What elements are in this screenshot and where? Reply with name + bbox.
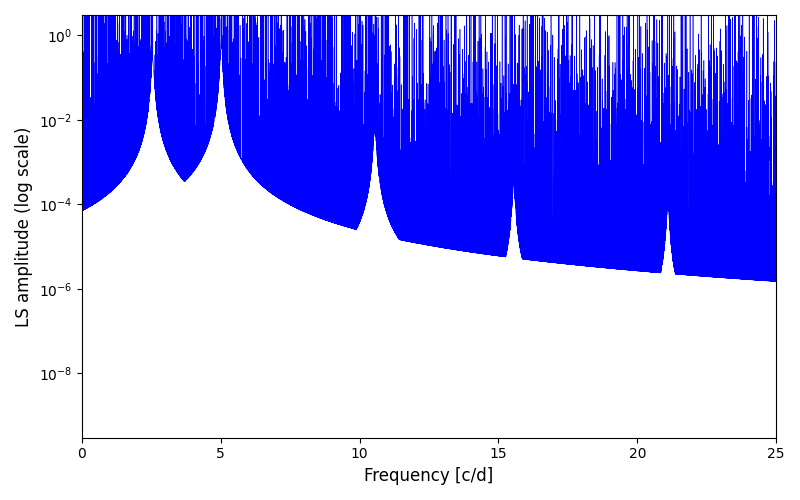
Y-axis label: LS amplitude (log scale): LS amplitude (log scale) xyxy=(15,126,33,326)
X-axis label: Frequency [c/d]: Frequency [c/d] xyxy=(364,467,494,485)
